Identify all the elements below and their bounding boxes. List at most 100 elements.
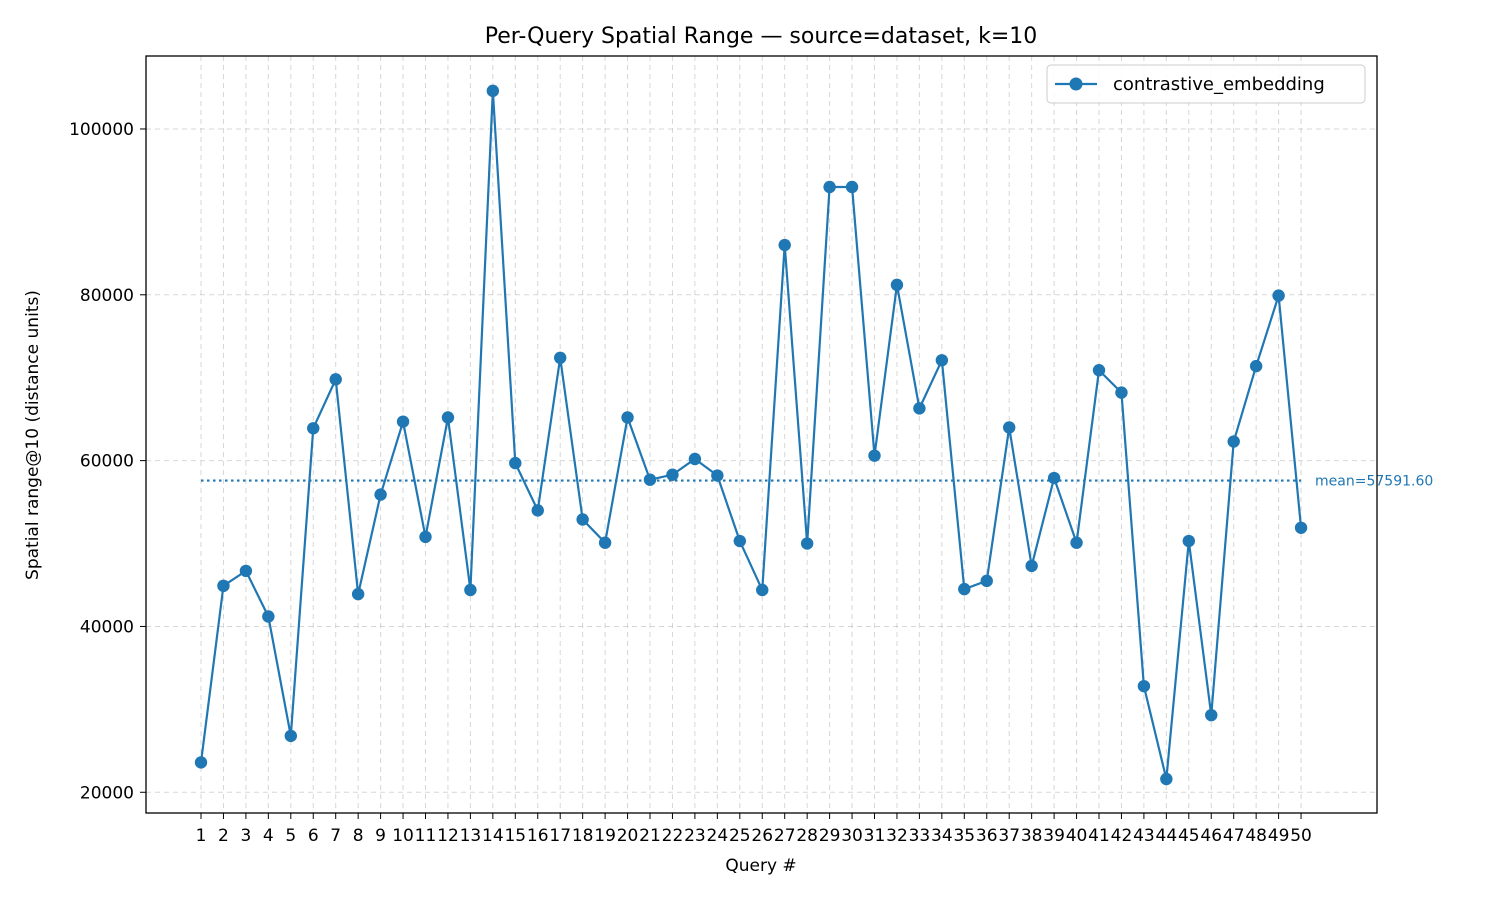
x-tick-label: 9 (375, 826, 386, 846)
x-tick-label: 1 (196, 826, 207, 846)
x-tick-label: 3 (240, 826, 251, 846)
x-tick-label: 36 (976, 826, 998, 846)
x-tick-label: 18 (572, 826, 594, 846)
data-point (419, 530, 432, 544)
x-tick-label: 5 (285, 826, 296, 846)
data-point (554, 351, 567, 365)
data-point (778, 238, 791, 252)
x-tick-label: 46 (1200, 826, 1222, 846)
x-tick-label: 10 (392, 826, 414, 846)
y-tick-label: 40000 (80, 617, 134, 637)
y-tick-label: 60000 (80, 452, 134, 472)
data-point (800, 537, 814, 550)
x-tick-label: 42 (1111, 826, 1133, 846)
legend-box (1046, 64, 1366, 104)
data-point (643, 473, 657, 486)
data-point (598, 536, 612, 549)
legend-marker (1069, 77, 1083, 91)
x-tick-label: 24 (707, 826, 729, 846)
x-tick-label: 6 (308, 826, 319, 846)
y-tick-label: 100000 (69, 120, 134, 140)
series-group (194, 84, 1308, 786)
x-tick-label: 4 (263, 826, 274, 846)
x-tick-label: 48 (1245, 826, 1267, 846)
x-tick-label: 19 (594, 826, 616, 846)
axis-ticks: 1 2 3 4 5 6 7 8 9 10 11 12 13 14 15 16 17 18 19 20 21 22 23 24 2… (69, 120, 1312, 846)
grid (146, 56, 1377, 813)
x-tick-label: 26 (751, 826, 773, 846)
x-tick-label: 38 (1021, 826, 1043, 846)
data-point (307, 422, 320, 435)
x-tick-label: 43 (1133, 826, 1155, 846)
data-point (396, 415, 410, 428)
data-point (329, 373, 342, 386)
data-point (441, 411, 455, 424)
data-point (1070, 536, 1083, 549)
data-point (531, 504, 544, 517)
chart-title: Per-Query Spatial Range — source=dataset… (485, 24, 1038, 49)
legend: contrastive_embedding (1046, 64, 1366, 104)
x-tick-label: 30 (841, 826, 863, 846)
plot-frame (145, 55, 1378, 814)
legend-label: contrastive_embedding (1113, 74, 1325, 95)
y-axis-label: Spatial range@10 (distance units) (23, 290, 43, 580)
x-tick-label: 22 (662, 826, 684, 846)
data-point (666, 468, 679, 481)
data-point (913, 402, 926, 415)
x-tick-label: 17 (549, 826, 571, 846)
x-tick-label: 27 (774, 826, 796, 846)
data-point (980, 574, 993, 588)
x-tick-label: 40 (1066, 826, 1088, 846)
data-point (284, 729, 297, 743)
x-tick-label: 7 (330, 826, 341, 846)
data-point (1092, 364, 1106, 377)
x-tick-label: 47 (1223, 826, 1245, 846)
x-tick-label: 12 (437, 826, 459, 846)
x-tick-label: 2 (218, 826, 229, 846)
x-tick-label: 39 (1043, 826, 1065, 846)
data-point (464, 583, 477, 597)
x-tick-label: 23 (684, 826, 706, 846)
data-point (217, 579, 230, 593)
y-tick-label: 20000 (80, 783, 134, 803)
data-point (1160, 772, 1173, 786)
data-point (688, 452, 702, 466)
data-point (958, 582, 971, 596)
x-tick-label: 16 (527, 826, 549, 846)
data-point (509, 456, 522, 470)
x-tick-label: 25 (729, 826, 751, 846)
data-point (239, 564, 253, 578)
data-point (1115, 386, 1128, 399)
data-point (194, 756, 208, 769)
y-tick-label: 80000 (80, 286, 134, 306)
data-point (576, 513, 589, 526)
data-point (890, 278, 904, 292)
data-point (1182, 534, 1196, 548)
x-tick-label: 21 (639, 826, 661, 846)
data-point (823, 180, 836, 194)
data-point (1137, 679, 1151, 693)
mean-label: mean=57591.60 (1315, 474, 1433, 490)
data-point (1294, 521, 1308, 534)
data-point (1003, 421, 1016, 434)
x-tick-label: 29 (819, 826, 841, 846)
data-point (1227, 435, 1240, 448)
x-tick-label: 35 (953, 826, 975, 846)
data-point (1205, 708, 1218, 722)
x-tick-label: 14 (482, 826, 504, 846)
mean-line-group: mean=57591.60 (201, 474, 1433, 490)
x-tick-label: 31 (864, 826, 886, 846)
x-tick-label: 37 (998, 826, 1020, 846)
data-point (935, 354, 949, 367)
x-tick-label: 20 (617, 826, 639, 846)
data-point (845, 180, 859, 194)
x-tick-label: 44 (1156, 826, 1178, 846)
data-point (756, 583, 769, 597)
x-tick-label: 8 (353, 826, 364, 846)
x-tick-label: 13 (460, 826, 482, 846)
x-axis-label: Query # (725, 856, 796, 876)
data-point (374, 488, 387, 501)
data-point (1272, 289, 1285, 302)
x-tick-label: 15 (504, 826, 526, 846)
